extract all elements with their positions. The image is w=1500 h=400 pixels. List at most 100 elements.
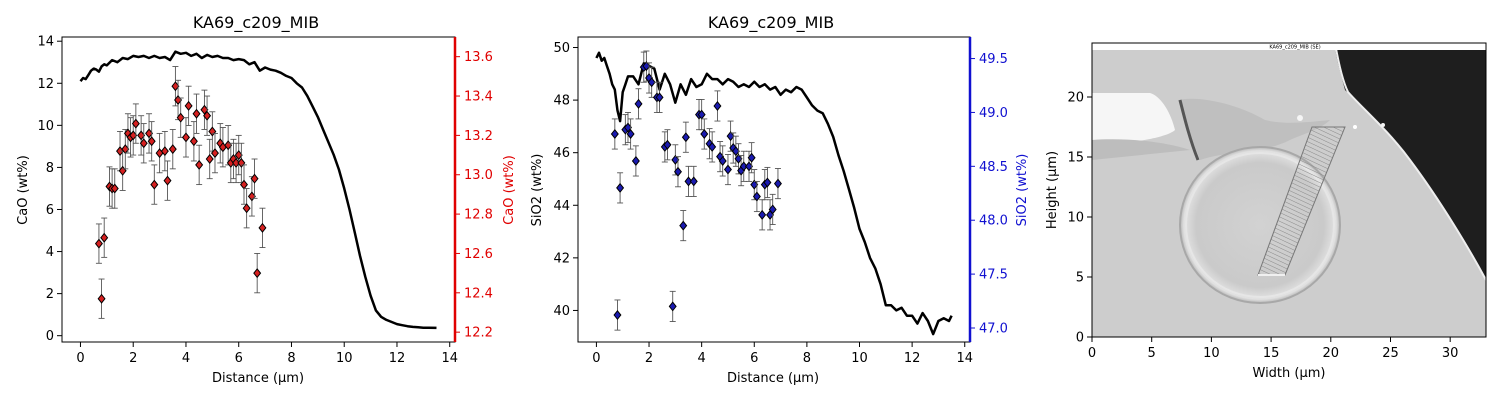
profile-line (595, 51, 953, 336)
diamond-marker (184, 100, 193, 111)
y2-axis-label: CaO (wt%) (502, 155, 517, 225)
diamond-marker (663, 139, 672, 150)
diamond-marker (700, 128, 709, 139)
x-axis-label: Distance (µm) (212, 371, 304, 386)
y2-tick-label: 12.4 (464, 286, 493, 301)
diamond-marker (773, 178, 782, 189)
y-tick-label: 10 (1067, 211, 1084, 226)
diamond-marker (150, 179, 159, 190)
data-point (181, 117, 190, 158)
data-point (168, 129, 177, 170)
data-point (700, 118, 709, 150)
data-point (139, 123, 148, 164)
y-tick-label: 14 (37, 35, 54, 50)
data-point (663, 129, 672, 161)
diamond-marker (655, 92, 664, 103)
x-tick-label: 5 (1148, 346, 1156, 361)
data-point (752, 180, 761, 213)
y2-tick-label: 47.0 (979, 321, 1008, 336)
image-caption: KA69_c209_MIB (SE) (1269, 45, 1320, 51)
data-point (713, 90, 722, 122)
diamond-marker (195, 159, 204, 170)
data-point (673, 156, 682, 188)
plot-frame (61, 36, 456, 343)
data-point (747, 142, 756, 174)
diamond-marker (253, 268, 262, 279)
y-tick-label: 4 (46, 245, 54, 260)
data-point (739, 150, 748, 182)
diamond-marker (689, 176, 698, 187)
chart-title: KA69_c209_MIB (193, 13, 319, 33)
y-tick-label: 12 (37, 77, 54, 92)
data-point (189, 121, 198, 162)
diamond-marker (139, 138, 148, 149)
diamond-marker (747, 152, 756, 163)
data-point (205, 138, 214, 180)
data-point (145, 113, 154, 154)
x-tick-label: 4 (698, 351, 706, 366)
diamond-marker (684, 176, 693, 187)
data-point (137, 115, 146, 156)
diamond-marker (258, 222, 267, 233)
y-tick-label: 48 (553, 94, 570, 109)
diamond-marker (708, 141, 717, 152)
y-tick-label: 0 (46, 329, 54, 344)
x-tick-label: 0 (76, 351, 84, 366)
data-point (184, 85, 193, 126)
diamond-marker (147, 136, 156, 147)
y-tick-label: 8 (46, 161, 54, 176)
data-point (626, 118, 635, 150)
profile-line (79, 50, 437, 330)
y-tick-label: 10 (37, 119, 54, 134)
diamond-marker (160, 146, 169, 157)
diamond-marker (242, 203, 251, 214)
x-tick-label: 6 (750, 351, 758, 366)
sem-micrograph (1092, 43, 1486, 337)
data-point (203, 95, 212, 136)
diamond-marker (631, 155, 640, 166)
data-point (176, 97, 185, 138)
sem-image-panel: KA69_c209_MIB (SE) 0 5 10 15 20 25 30 0 5 10 15 20… (1045, 42, 1487, 381)
data-point (208, 111, 217, 152)
diamond-marker (768, 204, 777, 215)
diamond-marker (752, 191, 761, 202)
y-axis-label: SiO2 (wt%) (530, 154, 545, 227)
chart-title: KA69_c209_MIB (708, 13, 834, 33)
x-tick-label: 8 (803, 351, 811, 366)
data-point (750, 169, 759, 201)
image-frame (1091, 42, 1487, 338)
diamond-marker (758, 209, 767, 220)
x-tick-label: 0 (1088, 346, 1096, 361)
diamond-marker (681, 132, 690, 143)
x-tick-label: 12 (904, 351, 921, 366)
data-point (705, 128, 714, 160)
data-point (734, 143, 743, 175)
data-point (681, 121, 690, 153)
data-point (239, 164, 248, 205)
data-point (195, 144, 204, 186)
data-point (768, 193, 777, 225)
y-tick-label: 15 (1067, 151, 1084, 166)
diamond-marker (673, 166, 682, 177)
x-tick-label: 14 (441, 351, 458, 366)
data-point (192, 93, 201, 134)
diamond-marker (613, 310, 622, 321)
diamond-marker (208, 126, 217, 137)
x-tick-label: 25 (1382, 346, 1399, 361)
y-tick-label: 5 (1076, 271, 1084, 286)
y2-tick-label: 12.2 (464, 326, 493, 341)
x-tick-label: 2 (129, 351, 137, 366)
y-tick-label: 44 (553, 199, 570, 214)
data-point (760, 169, 769, 201)
diamond-marker (131, 118, 140, 129)
data-point (631, 145, 640, 177)
data-point (253, 253, 262, 294)
data-point (684, 165, 693, 197)
y2-tick-label: 13.4 (464, 90, 493, 105)
data-point (623, 111, 632, 144)
data-point (634, 88, 643, 120)
diamond-marker (203, 110, 212, 121)
y2-tick-label: 49.0 (979, 106, 1008, 121)
y-tick-label: 40 (553, 304, 570, 319)
